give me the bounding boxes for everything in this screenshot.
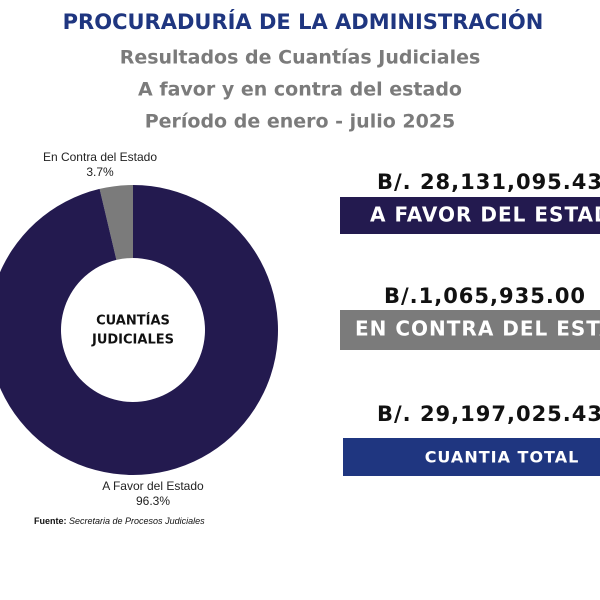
label-band	[340, 197, 600, 234]
center-label: CUANTÍAS	[96, 313, 170, 329]
donut-slice	[0, 185, 278, 475]
source: Fuente: Secretaria de Procesos Judiciale…	[34, 516, 205, 526]
band-label: CUANTIA TOTAL	[425, 448, 580, 467]
label-band	[340, 310, 600, 350]
source-label: Fuente:	[34, 516, 67, 526]
slice-label: En Contra del Estado	[43, 150, 157, 164]
title: PROCURADURÍA DE LA ADMINISTRACIÓN	[63, 9, 544, 34]
subtitle: Período de enero - julio 2025	[145, 111, 456, 133]
amount: B/.1,065,935.00	[384, 284, 586, 308]
slice-value: 3.7%	[86, 165, 114, 179]
band-label: A FAVOR DEL ESTADO	[370, 203, 600, 227]
amount: B/. 28,131,095.43	[377, 170, 600, 194]
subtitle: A favor y en contra del estado	[138, 79, 462, 101]
slice-label: A Favor del Estado	[102, 479, 204, 493]
band-label: EN CONTRA DEL ESTADO	[355, 317, 600, 341]
amount: B/. 29,197,025.43	[377, 402, 600, 426]
center-label: JUDICIALES	[91, 333, 174, 348]
slice-value: 96.3%	[136, 494, 170, 508]
subtitle: Resultados de Cuantías Judiciales	[120, 47, 481, 69]
donut-chart	[0, 185, 278, 475]
label-band	[343, 438, 600, 476]
source-text: Secretaria de Procesos Judiciales	[69, 516, 205, 526]
donut-slice	[99, 185, 133, 260]
